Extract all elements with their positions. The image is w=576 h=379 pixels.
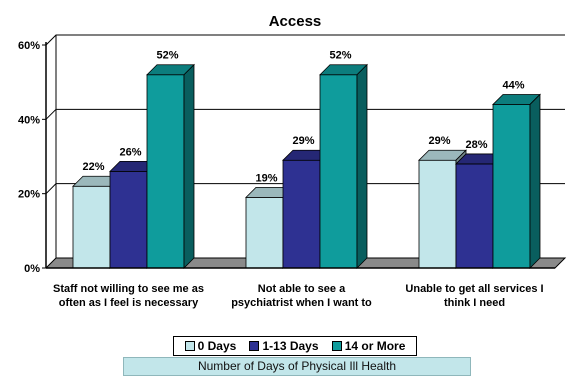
bar	[455, 163, 494, 269]
data-label: 44%	[502, 79, 524, 91]
bar	[319, 74, 358, 269]
legend-label-0-days: 0 Days	[197, 339, 237, 353]
data-label: 19%	[255, 172, 277, 184]
legend: 0 Days 1-13 Days 14 or More	[173, 336, 417, 356]
data-label: 29%	[292, 135, 314, 147]
x-tick-label: Unable to get all services I	[405, 283, 543, 295]
bar	[245, 196, 284, 269]
legend-item-14-or-more: 14 or More	[331, 339, 406, 353]
data-label: 28%	[465, 139, 487, 151]
bar	[418, 159, 457, 269]
legend-label-1-13-days: 1-13 Days	[262, 339, 319, 353]
data-label: 26%	[119, 146, 141, 158]
plot-area: 0% 20% 40% 60% 22% 26% 52% 19% 29% 52% 29% 28% 44% St…	[18, 34, 567, 309]
y-tick-label: 40%	[18, 114, 40, 126]
x-tick-label: often as I feel is necessary	[59, 297, 199, 309]
data-label: 52%	[329, 50, 351, 62]
bar	[282, 159, 321, 269]
data-label: 52%	[156, 50, 178, 62]
bar-side	[529, 93, 541, 269]
chart-title: Access	[269, 13, 322, 30]
bar-side	[183, 63, 195, 269]
x-tick-label: psychiatrist when I want to	[231, 297, 372, 309]
legend-title: Number of Days of Physical Ill Health	[123, 357, 471, 376]
y-tick-label: 0%	[24, 263, 40, 275]
y-tick-label: 20%	[18, 189, 40, 201]
x-tick-label: Not able to see a	[258, 283, 346, 295]
x-tick-label: Staff not willing to see me as	[53, 283, 204, 295]
bar-side	[356, 63, 368, 269]
bar	[492, 104, 531, 269]
data-label: 22%	[82, 161, 104, 173]
data-label: 29%	[428, 135, 450, 147]
legend-item-0-days: 0 Days	[184, 339, 237, 353]
x-tick-label: think I need	[444, 297, 505, 309]
legend-item-1-13-days: 1-13 Days	[249, 339, 319, 353]
bar	[146, 74, 185, 269]
legend-swatch-0-days	[184, 341, 195, 351]
y-tick-label: 60%	[18, 40, 40, 52]
bar	[72, 185, 111, 269]
legend-swatch-1-13-days	[249, 341, 260, 351]
bar	[109, 170, 148, 269]
legend-label-14-or-more: 14 or More	[344, 339, 406, 353]
legend-swatch-14-or-more	[331, 341, 342, 351]
